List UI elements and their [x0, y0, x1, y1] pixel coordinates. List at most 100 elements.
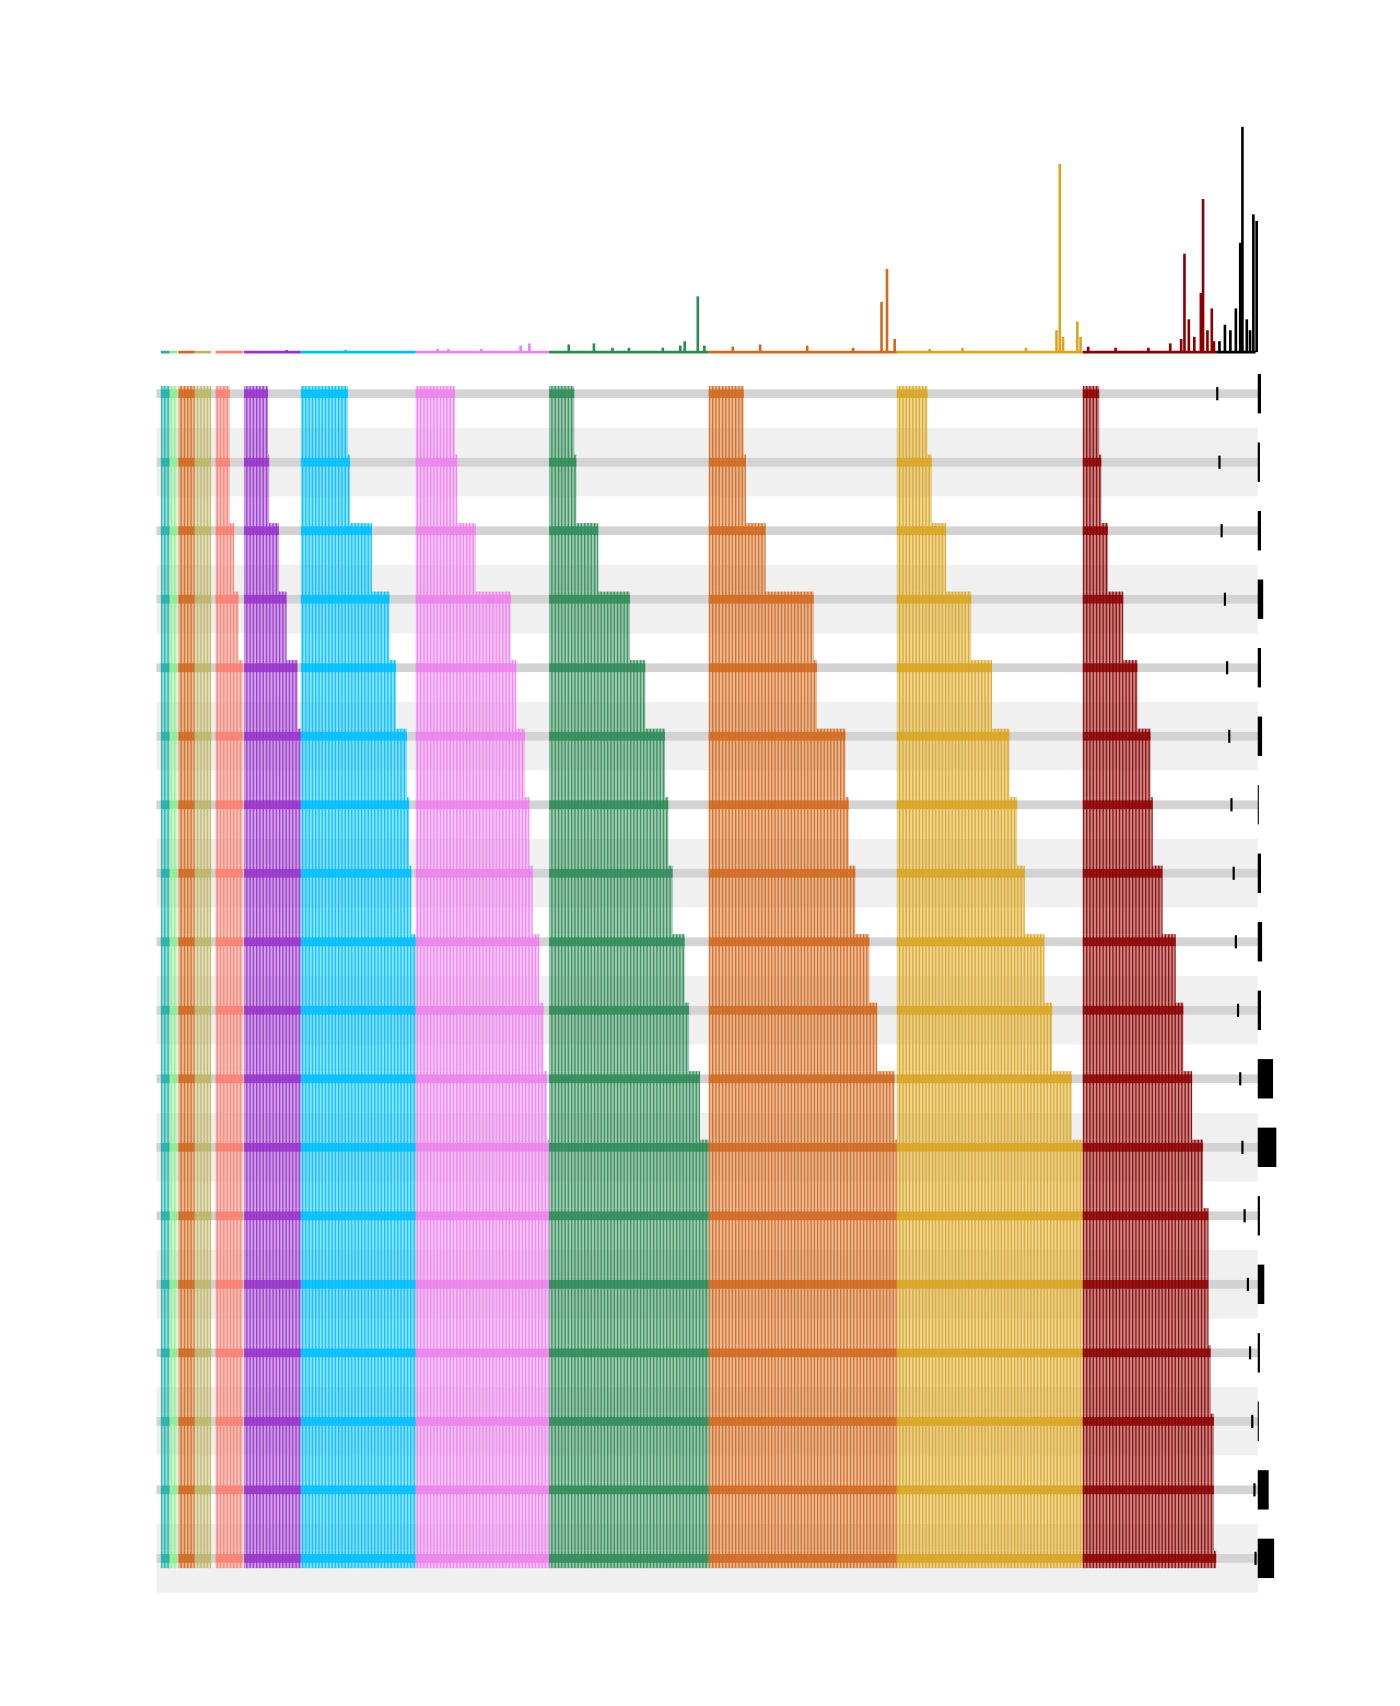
intersection-bar — [627, 347, 631, 353]
membership-dot — [1082, 1005, 1184, 1015]
intersection-bar — [1079, 336, 1082, 353]
membership-column — [194, 660, 212, 729]
membership-dot — [194, 937, 212, 947]
membership-dot — [708, 1211, 897, 1221]
membership-dot — [178, 1416, 195, 1426]
membership-dot — [708, 1485, 897, 1495]
membership-dot — [896, 1553, 1083, 1563]
membership-dot — [194, 1485, 212, 1495]
intersection-bar — [703, 345, 706, 353]
intersection-bar — [1179, 339, 1183, 353]
membership-column — [178, 1002, 195, 1072]
set-marker — [1236, 1003, 1240, 1017]
membership-dot — [243, 731, 301, 741]
set-size-bar — [1257, 1333, 1260, 1373]
set-marker — [1226, 661, 1229, 675]
intersection-bar — [1086, 346, 1090, 353]
plot — [160, 126, 1277, 1579]
membership-dot — [708, 1142, 897, 1152]
intersection-bar — [528, 343, 531, 353]
intersection-bar — [696, 296, 700, 353]
membership-dot — [549, 1485, 709, 1495]
intersection-bar — [1061, 336, 1065, 353]
set-size-bar — [1257, 511, 1262, 551]
membership-dot — [896, 663, 992, 673]
membership-dot — [178, 1211, 195, 1221]
membership-dot — [415, 800, 530, 810]
intersection-bar — [1241, 126, 1244, 353]
membership-column — [178, 865, 195, 935]
membership-dot — [300, 663, 396, 673]
intersection-bar — [1210, 308, 1214, 353]
membership-dot — [194, 457, 212, 467]
membership-dot — [178, 937, 195, 947]
membership-column — [194, 1345, 212, 1414]
membership-dot — [708, 731, 846, 741]
membership-dot — [243, 1142, 301, 1152]
membership-dot — [194, 594, 212, 604]
membership-dot — [1082, 1142, 1204, 1152]
membership-column — [160, 1139, 170, 1209]
membership-dot — [300, 868, 412, 878]
intersection-bar — [1248, 330, 1252, 353]
membership-dot — [243, 1005, 301, 1015]
membership-dot — [1082, 731, 1151, 741]
intersection-bar — [683, 341, 687, 353]
intersection-bar — [1223, 324, 1227, 353]
membership-column — [160, 1208, 170, 1277]
membership-column — [215, 454, 230, 524]
membership-dot — [160, 937, 170, 947]
membership-dot — [1082, 1074, 1193, 1084]
membership-dot — [896, 937, 1045, 947]
set-marker — [1243, 1209, 1246, 1223]
membership-dot — [1082, 937, 1176, 947]
set-size-bar — [1257, 1264, 1265, 1305]
membership-dot — [160, 868, 170, 878]
membership-dot — [178, 1279, 195, 1289]
membership-dot — [169, 526, 178, 536]
membership-dot — [178, 663, 195, 673]
membership-dot — [549, 389, 575, 399]
intersection-bar — [1183, 253, 1186, 353]
membership-dot — [215, 731, 243, 741]
membership-dot — [549, 1005, 690, 1015]
row-line — [156, 731, 1258, 741]
membership-dot — [300, 389, 348, 399]
membership-dot — [708, 526, 766, 536]
membership-dot — [708, 1074, 895, 1084]
membership-dot — [896, 1211, 1083, 1221]
membership-dot — [194, 1416, 212, 1426]
membership-dot — [194, 1005, 212, 1015]
membership-column — [178, 728, 195, 798]
set-marker — [1228, 729, 1231, 743]
set-marker — [1239, 1072, 1242, 1086]
membership-dot — [1082, 1485, 1214, 1495]
membership-dot — [215, 800, 243, 810]
membership-dot — [169, 1074, 178, 1084]
membership-dot — [549, 663, 646, 673]
membership-column — [178, 1482, 195, 1551]
membership-dot — [1082, 526, 1108, 536]
set-size-bar — [1257, 1059, 1274, 1099]
membership-dot — [178, 1485, 195, 1495]
membership-dot — [415, 1553, 550, 1563]
membership-dot — [160, 1279, 170, 1289]
membership-dot — [415, 1005, 544, 1015]
membership-column — [169, 728, 178, 798]
membership-dot — [194, 1074, 212, 1084]
membership-dot — [194, 731, 212, 741]
membership-column — [160, 1413, 170, 1483]
membership-dot — [549, 1074, 700, 1084]
intersection-bar — [1245, 319, 1249, 353]
membership-dot — [243, 457, 270, 467]
membership-dot — [243, 1485, 301, 1495]
set-size-bar — [1257, 1196, 1260, 1236]
membership-dot — [300, 731, 407, 741]
membership-dot — [160, 457, 170, 467]
membership-dot — [169, 937, 178, 947]
membership-dot — [160, 1553, 170, 1563]
membership-dot — [215, 1279, 243, 1289]
membership-dot — [300, 1279, 416, 1289]
membership-column — [194, 523, 212, 592]
